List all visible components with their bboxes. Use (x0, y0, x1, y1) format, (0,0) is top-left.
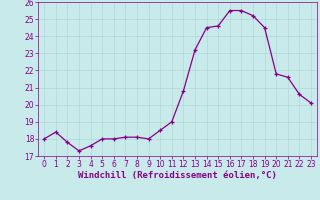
X-axis label: Windchill (Refroidissement éolien,°C): Windchill (Refroidissement éolien,°C) (78, 171, 277, 180)
